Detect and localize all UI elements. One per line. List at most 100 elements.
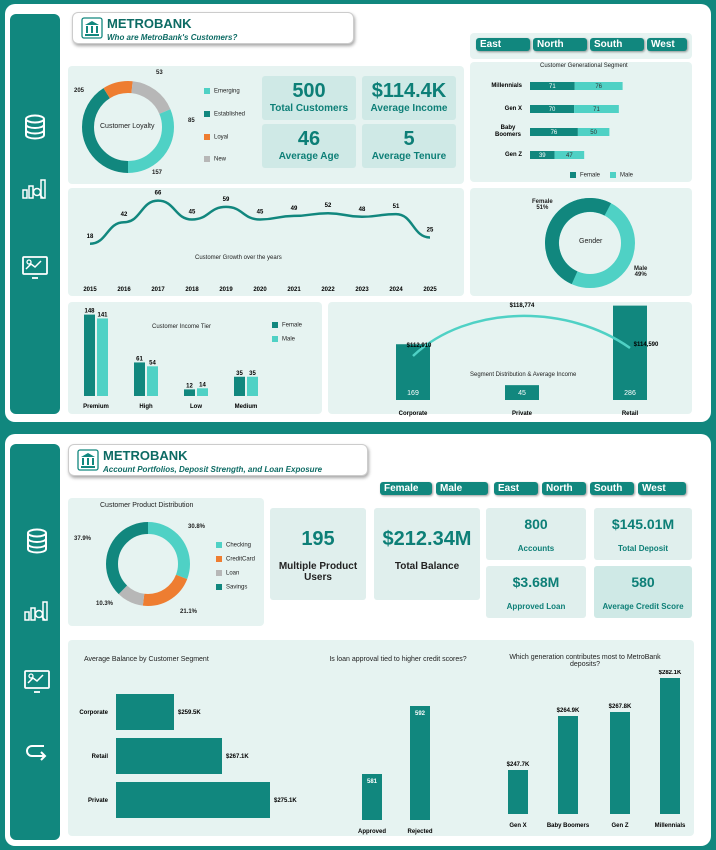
segment-income-line [412, 314, 631, 357]
income-legend-male: Male [272, 336, 295, 343]
gen-male-bar [574, 105, 619, 113]
deposit-value-label: $267.8K [609, 704, 632, 710]
loan-category-label: Rejected [407, 829, 432, 835]
gender-male-button[interactable]: Male [436, 482, 488, 495]
gen-legend-male: Male [610, 172, 633, 179]
income-female-value: 12 [186, 383, 193, 389]
loyalty-label-loyal: 53 [156, 70, 163, 76]
income-female-value: 35 [236, 371, 243, 377]
loan-approval-bar-chart[interactable]: 581 Approved 592 Rejected [340, 690, 460, 838]
deposit-bar [660, 678, 680, 814]
gender-donut-chart[interactable] [540, 193, 640, 293]
avg-balance-bar-chart[interactable]: Corporate $259.5K Retail $267.1K Private $275… [68, 680, 328, 830]
region-east-button[interactable]: East [476, 38, 530, 51]
gen-male-value: 47 [566, 153, 573, 159]
region-west-button[interactable]: West [647, 38, 687, 51]
income-tier-label: Low [190, 404, 202, 410]
region-west-button-2[interactable]: West [638, 482, 686, 495]
back-arrow-icon[interactable] [22, 736, 52, 766]
income-female-bar [184, 389, 195, 396]
segment-bar [505, 385, 539, 400]
kpi-average-income: $114.4K Average Income [362, 76, 456, 120]
gender-donut-title: Gender [579, 238, 603, 245]
growth-point-label: 45 [257, 210, 264, 216]
gen-row-label: Baby [501, 125, 516, 131]
database-icon[interactable] [20, 112, 50, 142]
deposit-generation-label: Baby Boomers [547, 823, 590, 829]
gen-female-value: 39 [539, 153, 546, 159]
balance-segment-label: Corporate [79, 710, 108, 716]
kpi-accounts: 800 Accounts [486, 508, 586, 560]
customer-growth-line-chart[interactable]: 18 2015 42 2016 66 2017 45 2018 59 2019 45 2020 49 20… [68, 188, 464, 296]
income-female-bar [84, 314, 95, 396]
deposit-generation-bar-chart[interactable]: $247.7K Gen X $264.9K Baby Boomers $267.8K Ge… [496, 670, 696, 836]
region-north-button[interactable]: North [533, 38, 587, 51]
balance-bar [116, 782, 270, 818]
income-male-value: 35 [249, 371, 256, 377]
loyalty-donut-title: Customer Loyalty [100, 123, 155, 130]
gen-female-bar [530, 128, 578, 136]
loan-bar [362, 774, 382, 820]
segment-combo-chart[interactable]: 169 Corporate 45 Private 286 Retail $112,910 $1… [328, 296, 692, 420]
income-tier-label: Premium [83, 404, 109, 410]
product-card [68, 498, 264, 626]
analytics-chart-icon[interactable] [22, 596, 52, 626]
loyalty-legend-established: Established [204, 111, 245, 118]
income-male-value: 14 [199, 382, 206, 388]
region-south-button[interactable]: South [590, 38, 644, 51]
gender-female-label: Female 51% [532, 199, 553, 211]
loyalty-donut-chart[interactable] [78, 72, 188, 182]
kpi-multiple-product-users: 195 Multiple Product Users [270, 508, 366, 600]
segment-income-label: $114,590 [634, 342, 659, 348]
income-tier-title: Customer Income Tier [152, 324, 212, 330]
gen-male-bar [574, 82, 623, 90]
product-donut-chart[interactable] [98, 514, 198, 614]
segment-name-label: Corporate [399, 411, 428, 417]
segment-bar [396, 344, 430, 400]
growth-card [68, 188, 464, 296]
balance-segment-label: Private [88, 798, 109, 804]
balance-value-label: $259.5K [178, 710, 201, 716]
income-male-value: 54 [149, 360, 156, 366]
gender-male-label: Male 49% [634, 266, 648, 278]
growth-point-label: 59 [223, 197, 230, 203]
loyalty-label-new: 85 [188, 118, 195, 124]
bank-logo-icon [77, 449, 99, 471]
segment-count-label: 286 [624, 390, 636, 397]
region-north-button-2[interactable]: North [542, 482, 586, 495]
gen-legend-female: Female [570, 172, 600, 179]
loan-bar [410, 706, 430, 820]
gen-row-label: Gen Z [505, 152, 522, 158]
database-icon[interactable] [22, 526, 52, 556]
deposit-value-label: $264.9K [557, 708, 580, 714]
product-legend-loan: Loan [216, 570, 239, 577]
kpi-average-tenure: 5 Average Tenure [362, 124, 456, 168]
product-label-creditcard: 21.1% [180, 609, 198, 615]
loan-approval-title: Is loan approval tied to higher credit s… [329, 656, 467, 663]
dashboard-monitor-icon[interactable] [22, 666, 52, 696]
growth-point-label: 49 [291, 206, 298, 212]
brand-title: METROBANK [107, 16, 192, 31]
gen-male-value: 76 [595, 84, 602, 90]
region-east-button-2[interactable]: East [494, 482, 538, 495]
deposit-generation-label: Gen Z [611, 823, 628, 829]
gender-female-button[interactable]: Female [380, 482, 432, 495]
kpi-approved-loan: $3.68M Approved Loan [486, 566, 586, 618]
segment-count-label: 45 [518, 390, 526, 397]
growth-point-label: 48 [359, 207, 366, 213]
growth-point-label: 25 [427, 228, 434, 234]
analytics-chart-icon[interactable] [20, 174, 50, 204]
balance-value-label: $267.1K [226, 754, 249, 760]
segment-income-label: $112,910 [407, 343, 432, 349]
growth-year-label: 2022 [321, 287, 335, 293]
deposit-generation-label: Millennials [655, 823, 686, 829]
growth-year-label: 2018 [185, 287, 199, 293]
avg-balance-title: Average Balance by Customer Segment [84, 656, 209, 663]
dashboard-monitor-icon[interactable] [20, 252, 50, 282]
loan-value-label: 581 [367, 779, 378, 785]
income-female-value: 148 [84, 309, 95, 315]
income-legend-female: Female [272, 322, 302, 329]
region-south-button-2[interactable]: South [590, 482, 634, 495]
